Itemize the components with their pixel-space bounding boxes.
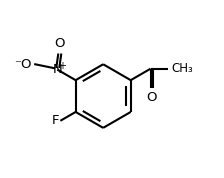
Text: O: O (146, 91, 157, 104)
Text: N: N (52, 63, 62, 76)
Text: O: O (54, 37, 64, 50)
Text: CH₃: CH₃ (171, 62, 193, 75)
Text: F: F (52, 114, 60, 127)
Text: ⁻O: ⁻O (14, 58, 32, 71)
Text: +: + (58, 61, 66, 71)
